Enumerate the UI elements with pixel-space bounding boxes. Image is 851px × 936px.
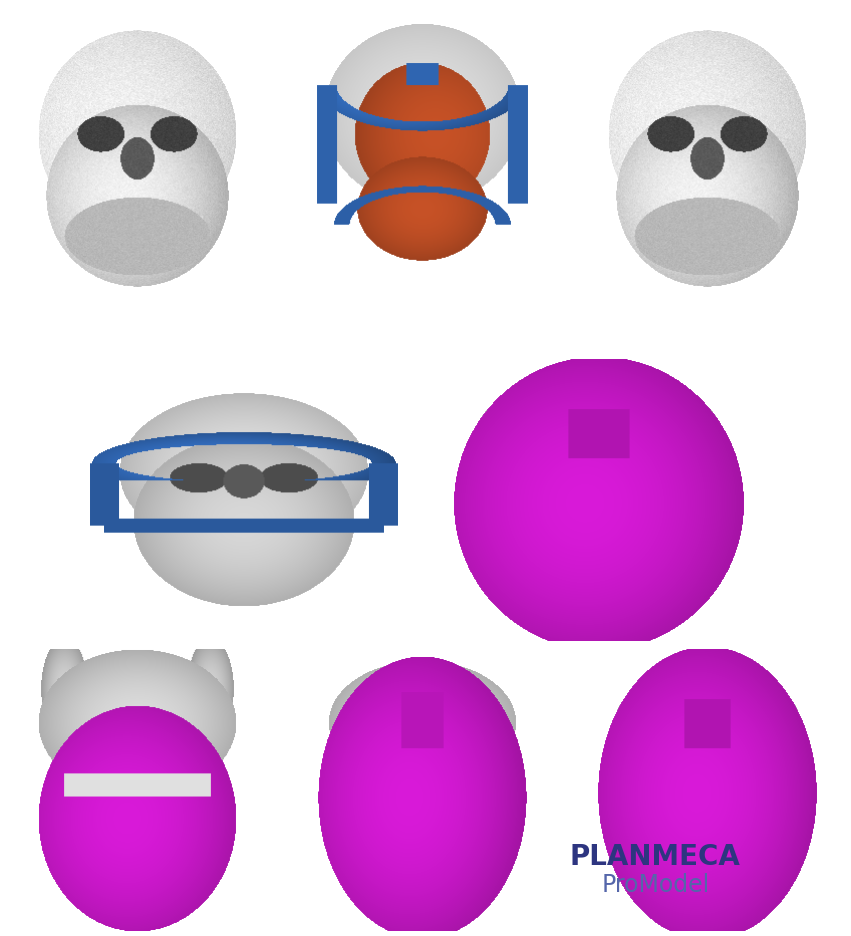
- Text: PLANMECA: PLANMECA: [570, 842, 740, 870]
- Text: ProModel: ProModel: [601, 872, 710, 897]
